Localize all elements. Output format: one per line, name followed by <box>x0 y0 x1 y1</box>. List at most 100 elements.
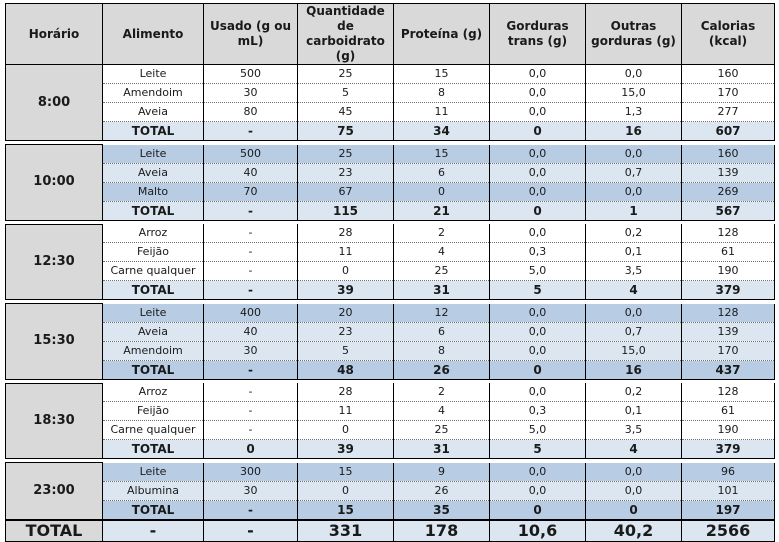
grand-total-trans-fat: 10,6 <box>489 518 586 542</box>
cell-food: Leite <box>102 303 204 323</box>
row-gap <box>5 299 775 304</box>
cell-protein: 4 <box>393 401 490 421</box>
cell-trans-fat: 0,0 <box>489 322 586 342</box>
cell-protein: 2 <box>393 224 490 243</box>
table-row: Amendoim 30 5 8 0,0 15,0 170 <box>6 83 775 103</box>
meal-time: 15:30 <box>5 303 103 380</box>
cell-trans-fat: 0,0 <box>489 481 586 501</box>
table-row: 10:00 Leite 500 25 15 0,0 0,0 160 <box>5 144 775 221</box>
cell-calories: 139 <box>681 163 775 183</box>
cell-used: - <box>203 500 298 520</box>
cell-total-label: TOTAL <box>102 360 204 380</box>
cell-used: 40 <box>203 322 298 342</box>
table-row: 23:00 Leite 300 15 9 0,0 0,0 96 <box>5 462 775 520</box>
meal-total-row: TOTAL - 115 21 0 1 567 <box>6 201 775 221</box>
cell-food: Amendoim <box>102 83 204 103</box>
cell-calories: 190 <box>681 420 775 440</box>
row-gap <box>5 220 775 224</box>
cell-used: - <box>203 224 298 243</box>
cell-used: 80 <box>203 102 298 122</box>
meal-time: 10:00 <box>5 144 103 221</box>
cell-other-fat: 3,5 <box>585 420 682 440</box>
table-row: 8:00 Leite 500 25 15 0,0 0,0 160 <box>5 64 775 141</box>
cell-other-fat: 0,0 <box>585 144 682 164</box>
cell-calories: 101 <box>681 481 775 501</box>
meal-time: 8:00 <box>5 64 103 141</box>
cell-trans-fat: 0,0 <box>489 102 586 122</box>
cell-used: 500 <box>203 64 298 84</box>
table-row: 15:30 Leite 400 20 12 0,0 0,0 128 <box>5 303 775 380</box>
cell-trans-fat: 0 <box>489 121 586 141</box>
cell-food: Feijão <box>102 401 204 421</box>
cell-other-fat: 1,3 <box>585 102 682 122</box>
cell-protein: 26 <box>393 360 490 380</box>
table-row: Aveia 80 45 11 0,0 1,3 277 <box>6 102 775 122</box>
cell-used: 30 <box>203 341 298 361</box>
cell-trans-fat: 0,0 <box>489 224 586 243</box>
cell-protein: 25 <box>393 420 490 440</box>
cell-food: Arroz <box>102 224 204 243</box>
table-row: Aveia 40 23 6 0,0 0,7 139 <box>6 322 775 342</box>
cell-food: Leite <box>102 64 204 84</box>
cell-calories: 170 <box>681 83 775 103</box>
cell-carbs: 39 <box>297 280 394 300</box>
cell-protein: 6 <box>393 322 490 342</box>
cell-trans-fat: 0,0 <box>489 341 586 361</box>
nutrition-table: Horário Alimento Usado (g ou mL) Quantid… <box>5 3 775 542</box>
cell-other-fat: 0,0 <box>585 64 682 84</box>
header-proteina: Proteína (g) <box>393 3 490 65</box>
cell-carbs: 11 <box>297 401 394 421</box>
cell-trans-fat: 0,0 <box>489 163 586 183</box>
cell-calories: 160 <box>681 64 775 84</box>
cell-protein: 12 <box>393 303 490 323</box>
meal-time: 18:30 <box>5 382 103 459</box>
cell-carbs: 0 <box>297 261 394 281</box>
cell-used: 400 <box>203 303 298 323</box>
cell-food: Amendoim <box>102 341 204 361</box>
cell-trans-fat: 0,0 <box>489 83 586 103</box>
cell-food: Carne qualquer <box>102 261 204 281</box>
cell-total-label: TOTAL <box>102 280 204 300</box>
cell-carbs: 15 <box>297 462 394 482</box>
meal-total-row: TOTAL - 39 31 5 4 379 <box>6 280 775 300</box>
table-row: Carne qualquer - 0 25 5,0 3,5 190 <box>6 420 775 440</box>
cell-other-fat: 0,7 <box>585 163 682 183</box>
cell-trans-fat: 0 <box>489 201 586 221</box>
grand-total-label: TOTAL <box>5 518 103 542</box>
cell-other-fat: 0,2 <box>585 383 682 402</box>
table-row: Feijão - 11 4 0,3 0,1 61 <box>6 242 775 262</box>
cell-calories: 170 <box>681 341 775 361</box>
cell-other-fat: 3,5 <box>585 261 682 281</box>
cell-food: Aveia <box>102 163 204 183</box>
cell-food: Aveia <box>102 322 204 342</box>
cell-calories: 277 <box>681 102 775 122</box>
cell-carbs: 39 <box>297 439 394 459</box>
cell-other-fat: 0 <box>585 500 682 520</box>
table-row: Aveia 40 23 6 0,0 0,7 139 <box>6 163 775 183</box>
cell-carbs: 5 <box>297 83 394 103</box>
grand-total-other-fat: 40,2 <box>585 518 682 542</box>
cell-protein: 2 <box>393 383 490 402</box>
cell-other-fat: 15,0 <box>585 83 682 103</box>
header-calorias: Calorias (kcal) <box>681 3 775 65</box>
cell-carbs: 23 <box>297 322 394 342</box>
table-row: Albumina 30 0 26 0,0 0,0 101 <box>6 481 775 501</box>
cell-carbs: 28 <box>297 224 394 243</box>
grand-total-carbs: 331 <box>297 518 394 542</box>
cell-used: - <box>203 261 298 281</box>
cell-trans-fat: 0,3 <box>489 242 586 262</box>
cell-carbs: 0 <box>297 481 394 501</box>
header-horario: Horário <box>5 3 103 65</box>
cell-trans-fat: 5,0 <box>489 420 586 440</box>
header-alimento: Alimento <box>102 3 204 65</box>
meal-time: 23:00 <box>5 462 103 520</box>
cell-trans-fat: 5 <box>489 439 586 459</box>
cell-trans-fat: 0,0 <box>489 144 586 164</box>
table-row: Amendoim 30 5 8 0,0 15,0 170 <box>6 341 775 361</box>
cell-used: 0 <box>203 439 298 459</box>
cell-calories: 379 <box>681 280 775 300</box>
table-row: Carne qualquer - 0 25 5,0 3,5 190 <box>6 261 775 281</box>
cell-used: 300 <box>203 462 298 482</box>
cell-used: 40 <box>203 163 298 183</box>
row-gap <box>5 379 775 383</box>
